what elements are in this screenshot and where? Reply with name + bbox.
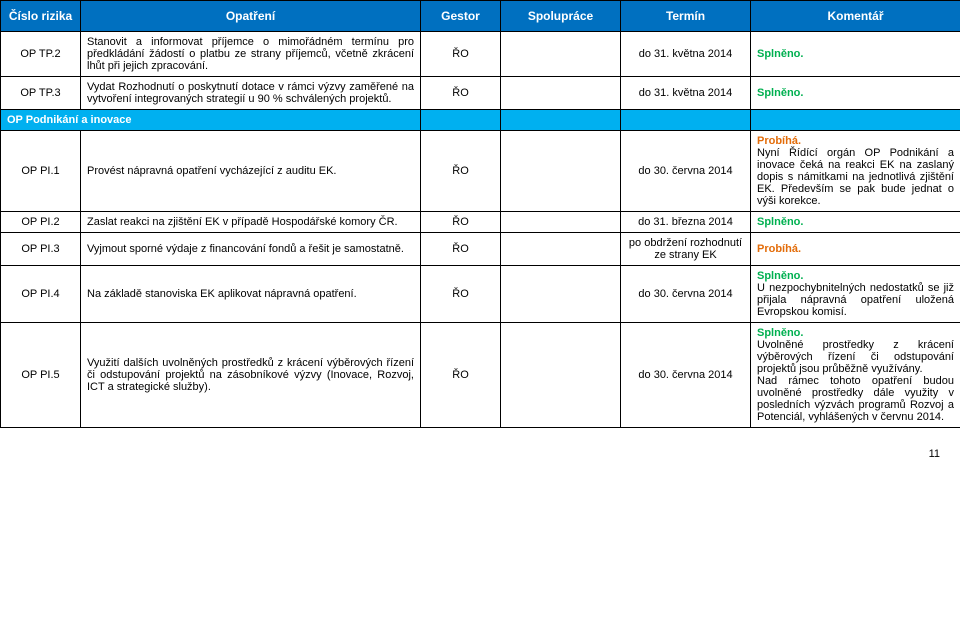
cell-risk: OP PI.5 <box>1 323 81 428</box>
cell-measure: Zaslat reakci na zjištění EK v případě H… <box>81 212 421 233</box>
cell-measure: Vyjmout sporné výdaje z financování fond… <box>81 233 421 266</box>
cell-gestor: ŘO <box>421 212 501 233</box>
cell-coop <box>501 77 621 110</box>
table-row: OP PI.4Na základě stanoviska EK aplikova… <box>1 266 960 323</box>
col-comment: Komentář <box>751 1 960 32</box>
cell-term: do 31. března 2014 <box>621 212 751 233</box>
cell-coop <box>501 32 621 77</box>
section-header-title: OP Podnikání a inovace <box>1 110 421 131</box>
table-body: OP TP.2Stanovit a informovat příjemce o … <box>1 32 960 428</box>
cell-coop <box>501 323 621 428</box>
cell-comment: Probíhá.Nyní Řídící orgán OP Podnikání a… <box>751 131 960 212</box>
cell-coop <box>501 212 621 233</box>
cell-term: do 30. června 2014 <box>621 323 751 428</box>
cell-measure: Na základě stanoviska EK aplikovat nápra… <box>81 266 421 323</box>
table-row: OP PI.2Zaslat reakci na zjištění EK v př… <box>1 212 960 233</box>
cell-gestor: ŘO <box>421 323 501 428</box>
section-header-cell <box>421 110 501 131</box>
cell-term: do 31. května 2014 <box>621 32 751 77</box>
risk-table: Číslo rizika Opatření Gestor Spolupráce … <box>0 0 960 428</box>
cell-risk: OP TP.2 <box>1 32 81 77</box>
section-header-row: OP Podnikání a inovace <box>1 110 960 131</box>
cell-gestor: ŘO <box>421 233 501 266</box>
table-row: OP TP.2Stanovit a informovat příjemce o … <box>1 32 960 77</box>
cell-risk: OP TP.3 <box>1 77 81 110</box>
cell-gestor: ŘO <box>421 131 501 212</box>
cell-comment: Splněno.Uvolněné prostředky z krácení vý… <box>751 323 960 428</box>
cell-comment: Splněno. <box>751 32 960 77</box>
col-term: Termín <box>621 1 751 32</box>
section-header-cell <box>501 110 621 131</box>
section-header-cell <box>621 110 751 131</box>
cell-coop <box>501 266 621 323</box>
cell-risk: OP PI.3 <box>1 233 81 266</box>
cell-comment: Splněno. <box>751 212 960 233</box>
cell-coop <box>501 131 621 212</box>
cell-term: do 31. května 2014 <box>621 77 751 110</box>
cell-measure: Využití dalších uvolněných prostředků z … <box>81 323 421 428</box>
col-coop: Spolupráce <box>501 1 621 32</box>
cell-comment: Splněno.U nezpochybnitelných nedostatků … <box>751 266 960 323</box>
section-header-cell <box>751 110 960 131</box>
cell-term: do 30. června 2014 <box>621 266 751 323</box>
cell-gestor: ŘO <box>421 77 501 110</box>
cell-term: do 30. června 2014 <box>621 131 751 212</box>
cell-comment: Splněno. <box>751 77 960 110</box>
cell-risk: OP PI.2 <box>1 212 81 233</box>
page-number: 11 <box>0 428 960 470</box>
table-row: OP PI.1Provést nápravná opatření vycháze… <box>1 131 960 212</box>
table-row: OP TP.3Vydat Rozhodnutí o poskytnutí dot… <box>1 77 960 110</box>
cell-measure: Stanovit a informovat příjemce o mimořád… <box>81 32 421 77</box>
col-risk: Číslo rizika <box>1 1 81 32</box>
cell-measure: Provést nápravná opatření vycházející z … <box>81 131 421 212</box>
table-row: OP PI.3Vyjmout sporné výdaje z financová… <box>1 233 960 266</box>
cell-gestor: ŘO <box>421 32 501 77</box>
cell-coop <box>501 233 621 266</box>
cell-risk: OP PI.1 <box>1 131 81 212</box>
col-gestor: Gestor <box>421 1 501 32</box>
cell-risk: OP PI.4 <box>1 266 81 323</box>
table-row: OP PI.5Využití dalších uvolněných prostř… <box>1 323 960 428</box>
cell-comment: Probíhá. <box>751 233 960 266</box>
cell-gestor: ŘO <box>421 266 501 323</box>
table-header: Číslo rizika Opatření Gestor Spolupráce … <box>1 1 960 32</box>
cell-measure: Vydat Rozhodnutí o poskytnutí dotace v r… <box>81 77 421 110</box>
col-measure: Opatření <box>81 1 421 32</box>
cell-term: po obdržení rozhodnutí ze strany EK <box>621 233 751 266</box>
